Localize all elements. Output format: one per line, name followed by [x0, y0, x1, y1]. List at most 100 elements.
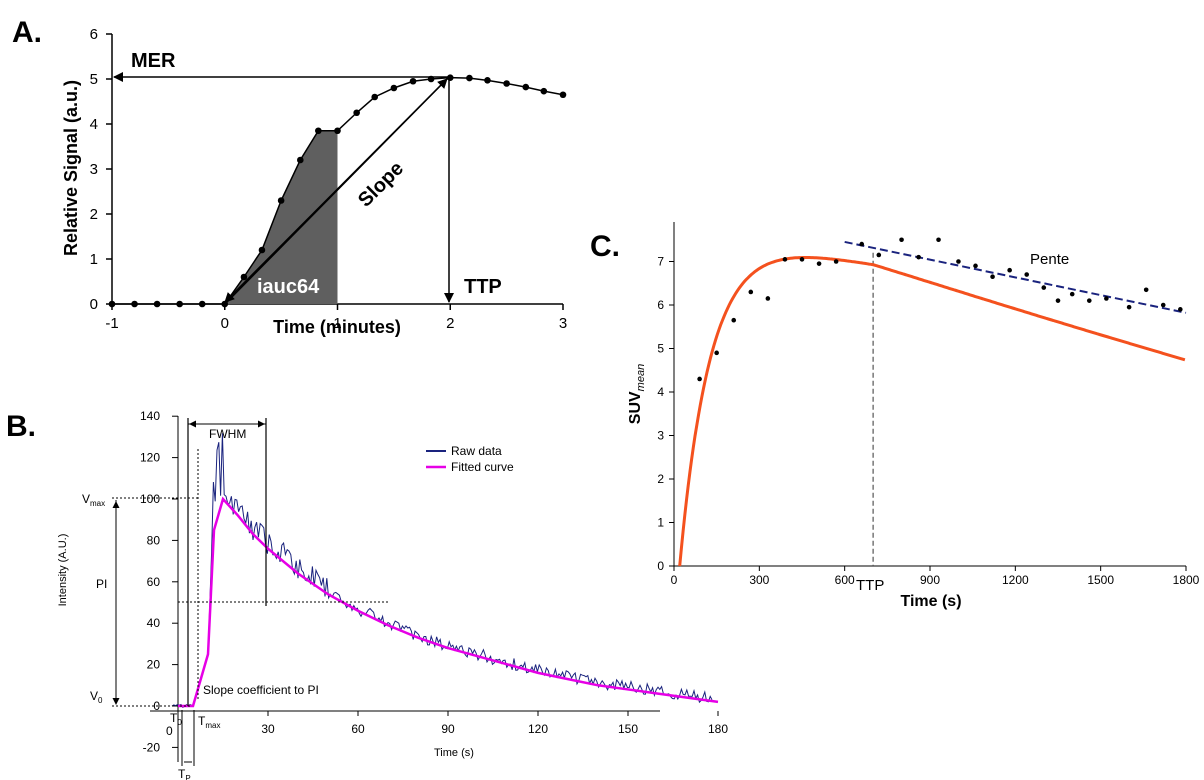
- tp-label-main: T: [178, 767, 186, 780]
- data-point: [296, 156, 304, 164]
- data-point: [697, 376, 702, 382]
- data-point: [258, 246, 266, 254]
- data-point: [731, 317, 737, 323]
- data-point: [176, 300, 183, 308]
- data-point: [277, 197, 285, 204]
- y-tick-label: 5: [657, 342, 664, 356]
- data-point: [315, 127, 322, 135]
- y-tick-label: 100: [140, 492, 160, 506]
- vmax-label: Vmax: [82, 492, 105, 508]
- y-tick-label: 3: [657, 429, 664, 443]
- x-tick-label: 180: [708, 722, 728, 736]
- data-point: [559, 91, 567, 99]
- data-point: [503, 80, 510, 87]
- x-tick-label: 600: [835, 573, 855, 587]
- fitted-curve-line: [678, 256, 1186, 567]
- data-point: [816, 261, 822, 266]
- data-point: [899, 237, 904, 243]
- pi-label: PI: [96, 577, 107, 591]
- y-tick-label: 120: [140, 451, 160, 465]
- data-point: [1041, 285, 1047, 290]
- panel-b-annotations: FWHM PI Vmax V0 Slope coefficient to PI …: [82, 418, 388, 780]
- panel-c-ticks: 0 300 600 900 1200 1500 1800 0 1 2 3 4 5 6 7: [657, 255, 1199, 588]
- zero-label: 0: [166, 724, 173, 738]
- panel-b-x-axis-title: Time (s): [434, 747, 474, 759]
- y-tick-label: 1: [90, 251, 98, 268]
- t0-label-main: T: [170, 711, 178, 725]
- data-point: [1178, 307, 1183, 312]
- x-tick-label: 30: [261, 722, 275, 736]
- ttp-label: TTP: [464, 276, 502, 298]
- data-point: [484, 77, 491, 84]
- v0-label-main: V: [90, 689, 98, 703]
- x-tick-label: 0: [221, 315, 229, 332]
- data-point: [714, 350, 719, 356]
- panel-b-y-axis-title: Intensity (A.U.): [57, 534, 69, 607]
- x-tick-label: 150: [618, 722, 638, 736]
- data-point: [131, 300, 138, 308]
- y-tick-label: 140: [140, 409, 160, 423]
- data-point: [936, 237, 941, 243]
- panel-label-c: C.: [590, 230, 620, 263]
- y-tick-label: 3: [90, 161, 98, 178]
- x-tick-label: 0: [671, 573, 678, 587]
- y-tick-label: 0: [657, 559, 664, 573]
- data-point: [833, 259, 839, 264]
- panel-c-fitted-curve: [678, 256, 1186, 567]
- tmax-label-main: T: [198, 714, 206, 728]
- panel-a-x-axis-title: Time (minutes): [273, 317, 401, 337]
- data-point: [390, 84, 398, 92]
- raw-data-line: [171, 433, 713, 709]
- v0-label-sub: 0: [98, 696, 103, 705]
- vmax-label-sub: max: [90, 499, 105, 508]
- data-point: [522, 83, 530, 91]
- x-tick-label: 120: [528, 722, 548, 736]
- panel-b-raw-data-line: [171, 433, 713, 709]
- ttp-c-label: TTP: [856, 577, 884, 594]
- pente-label: Pente: [1030, 251, 1069, 268]
- data-point: [1104, 296, 1109, 301]
- x-tick-label: 1500: [1087, 573, 1114, 587]
- x-tick-label: -1: [105, 315, 118, 332]
- data-point: [198, 300, 206, 308]
- data-point: [1126, 304, 1132, 310]
- panel-a-data-points: [108, 74, 567, 308]
- tp-label-sub: P: [185, 774, 190, 780]
- y-tick-label: 4: [90, 116, 98, 133]
- x-tick-label: 1800: [1173, 573, 1200, 587]
- x-tick-label: 60: [351, 722, 365, 736]
- x-tick-label: 300: [749, 573, 769, 587]
- panel-label-b: B.: [6, 410, 36, 443]
- panel-a-ticks: -1 0 1 2 3 0 1 2 3 4 5 6: [90, 26, 568, 332]
- data-point: [353, 109, 360, 117]
- v0-label: V0: [90, 689, 103, 705]
- y-tick-label: 40: [147, 616, 161, 630]
- data-point: [1024, 272, 1030, 277]
- y-tick-label: 1: [657, 516, 664, 530]
- y-tick-label: 6: [90, 26, 98, 43]
- y-tick-label: 2: [657, 472, 664, 486]
- y-tick-label: 4: [657, 385, 664, 399]
- data-point: [1007, 267, 1012, 273]
- data-point: [153, 300, 161, 308]
- t0-label: T0: [170, 711, 182, 727]
- panel-b-fitted-curve: [178, 496, 719, 708]
- pente-trend-line: [844, 240, 1187, 314]
- tmax-label-sub: max: [205, 721, 220, 730]
- panel-c-data-points: [697, 237, 1183, 382]
- panel-label-a: A.: [12, 16, 42, 49]
- vmax-label-main: V: [82, 492, 90, 506]
- data-point: [240, 273, 248, 281]
- panel-a-shaded-area: [224, 130, 338, 304]
- x-tick-label: 1: [333, 315, 341, 332]
- x-tick-label: 90: [441, 722, 455, 736]
- data-point: [990, 274, 995, 280]
- iauc64-label: iauc64: [257, 276, 320, 298]
- t0-label-sub: 0: [177, 718, 182, 727]
- legend-raw-label: Raw data: [451, 444, 502, 458]
- x-tick-label: 1200: [1002, 573, 1029, 587]
- x-tick-label: 2: [446, 315, 454, 332]
- y-tick-label: -20: [143, 740, 161, 754]
